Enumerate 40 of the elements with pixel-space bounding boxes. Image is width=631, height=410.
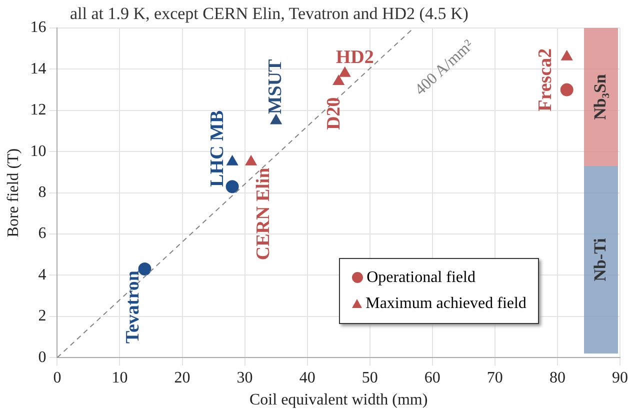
x-tick-label: 70 (486, 369, 503, 386)
point (138, 262, 152, 276)
point (226, 180, 239, 194)
y-axis-title: Bore field (T) (4, 148, 22, 238)
y-tick-label: 16 (30, 19, 46, 36)
x-axis-title: Coil equivalent width (mm) (250, 392, 428, 409)
annotation: D20 (324, 97, 345, 130)
annotation: CERN Elin (252, 167, 274, 260)
annotation: Fresca2 (534, 48, 556, 112)
x-tick-label: 40 (299, 369, 316, 386)
y-tick-label: 6 (38, 225, 46, 242)
chart-title: all at 1.9 K, except CERN Elin, Tevatron and HD2 (4.5 K) (70, 4, 468, 24)
annotation: LHC MB (207, 110, 228, 187)
annotation: HD2 (336, 47, 374, 68)
band-label: Nb-Ti (590, 238, 610, 282)
x-tick-label: 50 (362, 369, 378, 386)
x-tick-label: 20 (174, 369, 190, 386)
y-tick-label: 0 (38, 348, 46, 366)
y-tick-label: 4 (38, 266, 46, 284)
point (245, 155, 257, 166)
annotation: Tevatron (122, 270, 144, 344)
point (332, 75, 344, 86)
legend-label: Maximum achieved field (366, 294, 526, 313)
x-tick-label: 90 (612, 369, 628, 386)
legend-label: Operational field (366, 268, 476, 287)
point (561, 50, 573, 60)
y-tick-label: 8 (38, 184, 46, 202)
x-tick-label: 0 (53, 369, 62, 386)
x-tick-label: 80 (549, 369, 566, 386)
x-tick-label: 30 (236, 369, 253, 386)
point (270, 114, 282, 124)
y-tick-label: 10 (30, 142, 46, 160)
x-tick-label: 60 (424, 369, 440, 386)
annotation: MSUT (264, 58, 286, 114)
band-label: Nb₃Sn (590, 74, 610, 120)
x-tick-label: 10 (112, 369, 128, 386)
y-tick-label: 12 (30, 102, 46, 119)
y-tick-label: 14 (30, 60, 46, 78)
y-tick-label: 2 (38, 308, 46, 325)
point (339, 66, 351, 77)
